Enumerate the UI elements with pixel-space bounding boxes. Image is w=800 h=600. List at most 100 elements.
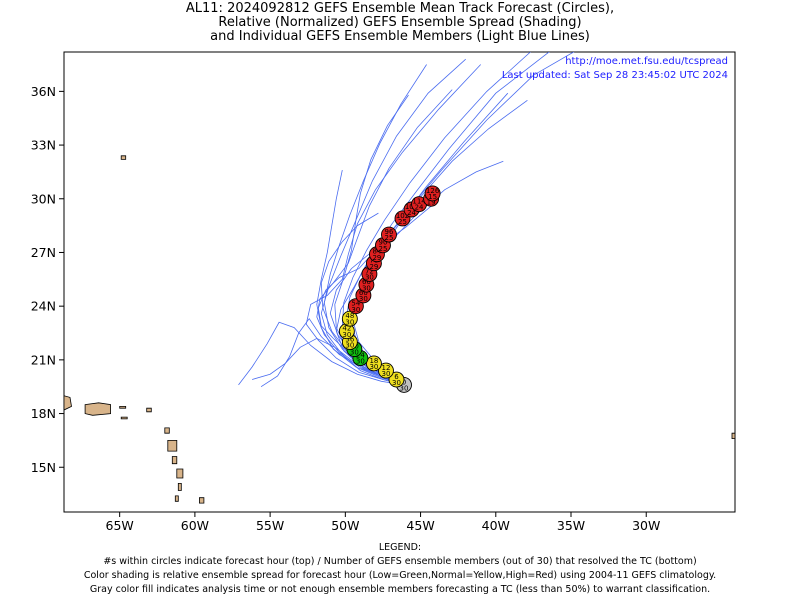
forecast-hour-label: 114 [412,198,426,206]
member-count-label: 30 [345,318,354,326]
forecast-hour-label: 42 [342,325,351,333]
member-count-label: 30 [359,295,368,303]
forecast-hour-label: 108 [405,203,418,211]
member-track-9 [305,64,481,386]
island-st-vincent [174,495,179,502]
island-puerto-rico [84,402,111,416]
island-hispaniola-tip [64,395,72,411]
y-tick-label: 36N [31,84,56,99]
member-count-label: 15 [428,193,437,201]
y-tick-label: 21N [31,352,56,367]
island-antigua [164,427,170,434]
forecast-hour-label: 96 [385,228,394,236]
member-count-label: 24 [407,209,416,217]
member-count-label: 30 [392,379,401,387]
member-count-label: 30 [400,385,409,393]
forecast-hour-label: 84 [372,248,381,256]
forecast-hour-label: 36 [345,335,354,343]
island-guadeloupe [167,439,178,452]
forecast-hour-label: 18 [369,357,378,365]
member-track-5 [238,321,405,386]
member-track-4 [260,318,405,388]
forecast-hour-label: 60 [359,289,368,297]
x-tick-label: 65W [106,518,134,533]
forecast-circle [378,362,394,379]
member-count-label: 30 [365,274,374,282]
forecast-hour-label: 102 [396,212,409,220]
title-line-2: Relative (Normalized) GEFS Ensemble Spre… [218,15,582,30]
member-count-label: 29 [369,263,378,271]
member-count-label: 25 [398,218,407,226]
title-line-3: and Individual GEFS Ensemble Members (Li… [210,29,590,44]
member-count-label: 29 [372,254,381,262]
x-tick-label: 60W [181,518,209,533]
y-tick-label: 15N [31,460,56,475]
island-martinique [176,468,184,479]
member-count-label: 30 [362,284,371,292]
member-track-7 [334,94,409,386]
x-tick-label: 35W [557,518,585,533]
axis-ticks: 65W 60W 55W 50W 45W 40W 35W 30W 15N 18N 21N 24N 27N 3… [31,84,661,533]
forecast-hour-label: 90 [378,239,387,247]
x-tick-label: 55W [256,518,284,533]
y-tick-label: 33N [31,138,56,153]
member-count-label: 30 [369,363,378,371]
member-count-label: 24 [415,204,424,212]
forecast-hour-label: 12 [381,364,390,372]
last-updated: Last updated: Sat Sep 28 23:45:02 UTC 20… [501,70,728,81]
forecast-point: 630 [388,371,405,388]
x-tick-label: 30W [632,518,660,533]
legend-line-1: #s within circles indicate forecast hour… [103,556,697,567]
mean-track-layer: 0306301230183024303030363042304830543060… [338,185,441,393]
island-anguilla [146,407,152,413]
forecast-circle [424,185,441,202]
forecast-hour-label: 126 [426,187,440,195]
member-track-14 [323,64,427,386]
forecast-hour-label: 48 [345,312,354,320]
member-count-label: 30 [350,349,359,357]
member-track-2 [320,58,466,386]
x-tick-label: 50W [331,518,359,533]
legend-heading: LEGEND: [378,542,422,553]
member-count-label: 19 [427,198,436,206]
member-track-1 [335,52,550,386]
member-count-label: 30 [356,358,365,366]
island-bermuda [120,155,127,160]
island-cape-verde-edge [731,432,735,440]
source-url[interactable]: http://moe.met.fsu.edu/tcspread [565,56,728,67]
forecast-hour-label: 54 [351,300,360,308]
y-tick-label: 18N [31,406,56,421]
member-count-label: 30 [381,370,390,378]
x-tick-label: 40W [482,518,510,533]
member-count-label: 25 [385,234,394,242]
forecast-hour-label: 6 [394,373,399,381]
island-vi-st-thomas [119,405,127,409]
member-count-label: 25 [378,245,387,253]
forecast-circle [381,226,397,243]
forecast-hour-label: 0 [402,378,406,386]
island-dominica [171,456,178,465]
member-track-11 [316,170,405,386]
map-frame [63,51,736,513]
forecast-hour-label: 66 [362,278,371,286]
forecast-hour-label: 24 [356,351,365,359]
y-tick-label: 24N [31,299,56,314]
forecast-circle [388,371,405,388]
legend-line-3: Gray color fill indicates analysis time … [89,584,711,595]
forecast-hour-label: 72 [365,267,374,275]
member-count-label: 30 [351,306,360,314]
x-tick-label: 45W [406,518,434,533]
island-barbados [198,497,205,504]
island-vi-st-croix [120,416,128,420]
member-count-label: 30 [342,331,351,339]
forecast-circle [365,355,382,372]
y-tick-label: 27N [31,245,56,260]
member-track-17 [316,89,453,386]
member-count-label: 30 [345,342,354,350]
island-st-lucia [177,482,182,491]
legend-line-2: Color shading is relative ensemble sprea… [83,570,717,581]
land-layer [64,155,735,504]
